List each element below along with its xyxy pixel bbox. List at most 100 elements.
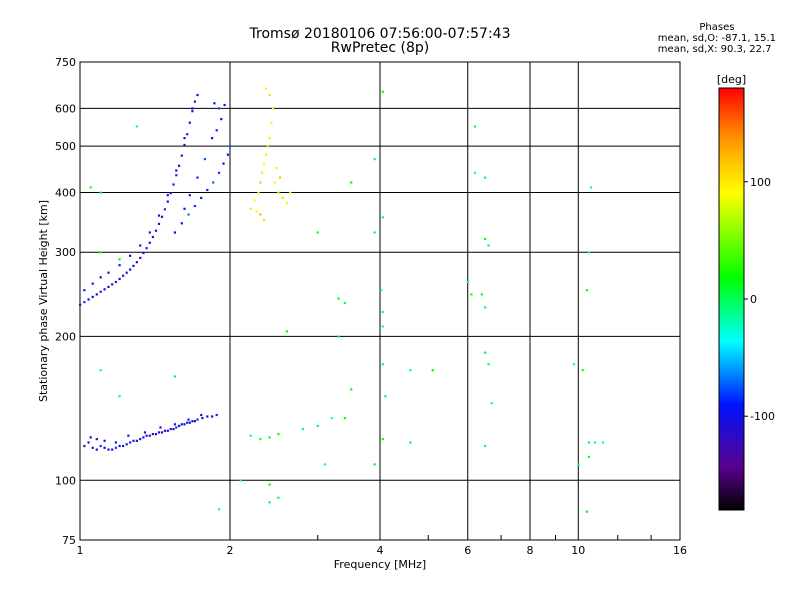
data-point [275,167,278,170]
phase-stats-header: Phases [699,22,735,33]
data-point [178,164,181,167]
colorbar-tick-label: 100 [750,176,771,189]
data-point [200,196,203,199]
data-point [135,125,138,128]
data-point [148,434,151,437]
data-point [572,363,576,366]
data-point [268,137,271,140]
data-point [285,202,288,205]
data-point [151,235,154,239]
data-point [229,145,232,148]
data-point [175,169,178,172]
x-tick-label: 16 [673,544,687,557]
data-point [91,282,94,285]
data-point [431,369,434,372]
colorbar-tick-label: 0 [750,293,757,306]
data-point [114,441,117,444]
data-point [484,176,487,179]
y-tick-label: 300 [55,246,76,259]
colorbar-tick-label: -100 [750,410,775,423]
data-point [589,186,593,189]
data-point [127,434,130,437]
data-point [217,171,221,174]
data-point [587,441,590,444]
data-point [99,369,102,372]
data-point [159,426,162,429]
data-point [215,129,218,132]
data-point [139,244,142,247]
y-axis-label: Stationary phase Virtual Height [km] [37,200,50,402]
data-point [259,181,262,184]
data-point [187,418,190,421]
data-point [206,188,209,192]
data-point [381,90,384,93]
data-point [273,181,276,184]
data-point [217,508,221,511]
data-point [277,433,280,436]
data-point [157,431,161,434]
data-point [350,181,353,184]
data-point [381,325,384,328]
y-tick-label: 75 [62,534,76,547]
data-point [249,207,252,210]
plot-frame [79,61,681,541]
data-point [301,428,304,431]
data-point [157,214,161,217]
data-point [125,443,128,446]
data-point [95,448,98,451]
data-point [186,133,189,136]
data-point [222,162,225,165]
data-point [268,436,271,439]
phase-stats-x: mean, sd,X: 90.3, 22.7 [657,44,772,55]
data-point [173,231,176,234]
data-point [103,446,106,449]
data-point [257,191,260,194]
data-point [172,183,175,186]
y-tick-label: 500 [55,140,76,153]
data-point [255,210,258,213]
data-point [142,436,145,439]
data-point [188,421,191,424]
data-point [480,293,483,296]
data-point [143,431,147,434]
data-point [99,251,102,254]
data-point [593,441,597,444]
data-point [163,208,166,211]
data-point [473,125,476,128]
data-point [169,428,172,431]
x-tick-label: 1 [77,544,84,557]
data-point [279,176,282,179]
data-point [166,194,169,197]
data-point [118,395,121,398]
data-point [125,271,128,274]
data-point [585,510,588,513]
data-point [111,283,114,286]
data-point [601,441,604,444]
data-point [323,463,326,466]
data-point [201,417,204,420]
colorbar-label: [deg] [717,73,746,86]
data-point [581,369,584,372]
data-point [114,446,117,449]
data-point [261,171,264,174]
data-point [490,402,493,405]
data-point [263,219,266,222]
data-point [196,93,199,97]
data-point [107,285,110,288]
data-point [381,310,384,314]
data-point [183,137,186,140]
data-point [154,229,158,232]
colorbar [718,87,745,511]
data-point [193,204,196,208]
data-point [175,174,178,177]
data-point [188,121,191,124]
data-point [95,293,98,296]
data-point [180,222,183,225]
chart-title: Tromsø 20180106 07:56:00-07:57:43 [249,26,511,42]
y-tick-label: 600 [55,102,76,115]
data-point [135,439,138,442]
data-point [350,388,353,391]
data-point [587,251,590,254]
data-point [193,420,196,423]
data-point [91,295,94,298]
